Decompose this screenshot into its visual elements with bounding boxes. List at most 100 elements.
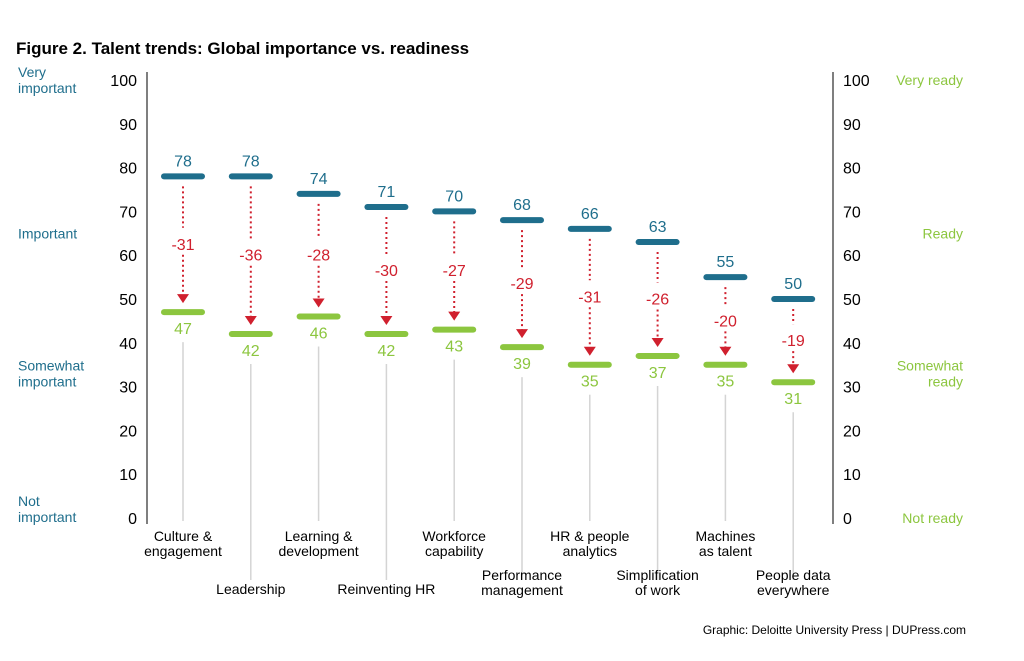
gap-arrowhead-8 <box>719 346 732 356</box>
y-tick-right-10: 10 <box>843 467 861 484</box>
gap-arrowhead-0 <box>177 294 189 304</box>
gap-arrowhead-6 <box>583 346 596 356</box>
importance-bar-0 <box>161 173 205 180</box>
gap-arrowhead-3 <box>380 316 393 326</box>
y-tick-right-50: 50 <box>843 292 861 309</box>
readiness-value-2: 46 <box>310 326 328 343</box>
y-tick-right-70: 70 <box>843 204 861 221</box>
y-tick-left-50: 50 <box>119 292 137 309</box>
y-tick-right-90: 90 <box>843 117 861 134</box>
y-tick-right-100: 100 <box>843 73 870 90</box>
y-tick-left-20: 20 <box>119 423 137 440</box>
gap-value-9: -19 <box>782 333 805 350</box>
gap-value-3: -30 <box>375 263 398 280</box>
gap-value-6: -31 <box>578 289 601 306</box>
y-tick-right-40: 40 <box>843 336 861 353</box>
gap-value-7: -26 <box>646 292 669 309</box>
gap-arrowhead-2 <box>312 298 325 308</box>
data-marks: 78 47 -31 78 42 -36 74 46 -28 71 42 -30 70 43 -27 68 39 -… <box>161 153 816 408</box>
readiness-value-4: 43 <box>445 339 463 356</box>
readiness-label-1: Ready <box>923 225 963 241</box>
importance-bar-4 <box>432 208 477 215</box>
importance-bar-3 <box>364 204 409 211</box>
gap-arrowhead-5 <box>516 329 528 339</box>
importance-bar-6 <box>567 225 612 232</box>
category-label-4: Workforce capability <box>422 528 486 559</box>
gap-value-5: -29 <box>510 276 533 293</box>
importance-value-2: 74 <box>310 171 328 188</box>
y-tick-right-30: 30 <box>843 380 861 397</box>
readiness-label-2: Somewhat ready <box>897 357 963 389</box>
gap-value-1: -36 <box>239 248 262 265</box>
y-tick-right-60: 60 <box>843 248 861 265</box>
category-label-2: Learning & development <box>279 528 359 559</box>
readiness-bar-7 <box>635 352 680 359</box>
gap-value-0: -31 <box>171 237 194 254</box>
y-tick-right-80: 80 <box>843 161 861 178</box>
y-tick-left-80: 80 <box>119 161 137 178</box>
readiness-value-1: 42 <box>242 343 260 360</box>
readiness-bar-6 <box>567 361 612 368</box>
importance-value-4: 70 <box>445 188 463 205</box>
importance-value-8: 55 <box>717 254 735 271</box>
readiness-bar-0 <box>161 309 205 316</box>
readiness-value-6: 35 <box>581 374 599 391</box>
y-tick-left-0: 0 <box>128 511 137 528</box>
importance-value-0: 78 <box>174 153 192 170</box>
importance-label-3: Not important <box>18 493 76 525</box>
category-label-8: Machines as talent <box>695 528 755 559</box>
chart-credit: Graphic: Deloitte University Press | DUP… <box>703 623 966 637</box>
y-tick-left-70: 70 <box>119 204 137 221</box>
y-tick-left-30: 30 <box>119 380 137 397</box>
y-tick-left-60: 60 <box>119 248 137 265</box>
readiness-value-3: 42 <box>378 343 396 360</box>
y-tick-right-0: 0 <box>843 511 852 528</box>
readiness-bar-4 <box>432 326 477 333</box>
importance-bar-5 <box>500 217 544 224</box>
y-tick-left-10: 10 <box>119 467 137 484</box>
gap-value-8: -20 <box>714 313 737 330</box>
gap-arrowhead-4 <box>448 311 461 321</box>
gap-arrowhead-1 <box>244 316 257 326</box>
readiness-bar-9 <box>771 379 816 386</box>
importance-value-1: 78 <box>242 153 260 170</box>
importance-bar-8 <box>703 274 748 281</box>
left-y-tick-labels: 0 10 20 30 40 50 60 70 80 90 100 <box>110 73 137 528</box>
y-tick-left-90: 90 <box>119 117 137 134</box>
readiness-bar-1 <box>228 331 273 338</box>
importance-value-3: 71 <box>378 184 396 201</box>
importance-label-1: Important <box>18 225 77 241</box>
readiness-bar-2 <box>296 313 341 320</box>
readiness-value-5: 39 <box>513 356 531 373</box>
gap-value-2: -28 <box>307 248 330 265</box>
chart-title: Figure 2. Talent trends: Global importan… <box>16 39 469 58</box>
y-tick-left-40: 40 <box>119 336 137 353</box>
readiness-value-0: 47 <box>174 321 192 338</box>
readiness-value-8: 35 <box>717 374 735 391</box>
importance-scale-labels: Very important Important Somewhat important N… <box>18 64 84 525</box>
category-stems <box>182 342 794 580</box>
y-tick-left-100: 100 <box>110 73 137 90</box>
importance-label-2: Somewhat important <box>18 357 84 389</box>
importance-value-9: 50 <box>784 276 802 293</box>
category-label-7: Simplification of work <box>616 567 698 598</box>
importance-value-5: 68 <box>513 197 531 214</box>
right-y-tick-labels: 0 10 20 30 40 50 60 70 80 90 100 <box>843 73 870 528</box>
readiness-bar-8 <box>703 361 748 368</box>
readiness-label-0: Very ready <box>896 72 963 88</box>
y-tick-right-20: 20 <box>843 423 861 440</box>
importance-bar-9 <box>771 296 816 302</box>
readiness-scale-labels: Very ready Ready Somewhat ready Not ready <box>896 72 963 526</box>
category-labels: Culture & engagement Leadership Learning & d… <box>144 528 831 598</box>
importance-bar-1 <box>228 173 273 180</box>
readiness-value-7: 37 <box>649 365 667 382</box>
category-label-0: Culture & engagement <box>144 528 222 559</box>
importance-value-6: 66 <box>581 206 599 223</box>
category-label-9: People data everywhere <box>756 567 831 598</box>
importance-bar-7 <box>635 239 680 246</box>
readiness-value-9: 31 <box>784 391 802 408</box>
importance-bar-2 <box>296 190 341 197</box>
readiness-label-3: Not ready <box>902 510 963 526</box>
readiness-bar-5 <box>500 344 544 351</box>
